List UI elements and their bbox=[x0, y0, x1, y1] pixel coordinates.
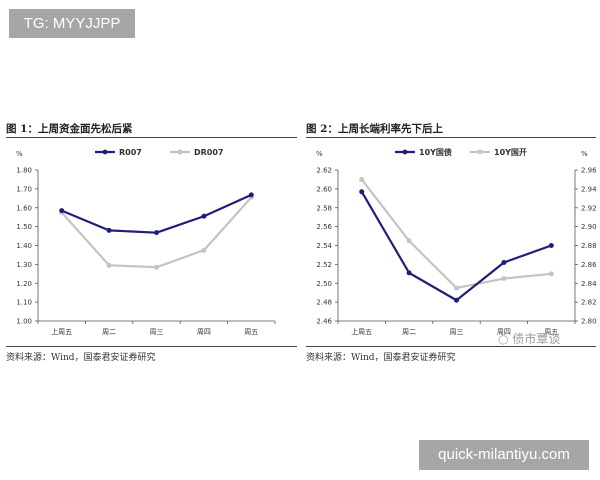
legend-marker-0 bbox=[402, 149, 408, 155]
data-point-1-1 bbox=[406, 238, 412, 244]
y-tick-label: 2.56 bbox=[316, 223, 332, 231]
y-tick-label: 1.80 bbox=[16, 167, 32, 175]
y2-axis-unit: % bbox=[581, 150, 588, 158]
y-tick-label: 1.00 bbox=[16, 318, 32, 326]
data-point-1-1 bbox=[106, 262, 112, 268]
y2-tick-label: 2.80 bbox=[581, 318, 597, 326]
y-tick-label: 1.20 bbox=[16, 280, 32, 288]
y2-tick-label: 2.96 bbox=[581, 167, 597, 175]
data-point-0-4 bbox=[248, 192, 254, 198]
data-point-0-2 bbox=[454, 297, 459, 303]
legend-label-1: 10Y国开 bbox=[494, 147, 527, 157]
y2-tick-label: 2.84 bbox=[581, 280, 597, 288]
chart-2: 2.46 2.48 2.50 2.52 2.54 2.56 2.58 2.60 2.62% 2.8… bbox=[316, 147, 597, 336]
y-tick-label: 2.46 bbox=[316, 318, 332, 326]
data-point-0-0 bbox=[359, 189, 365, 195]
data-point-0-2 bbox=[154, 230, 159, 236]
x-tick-label: 周五 bbox=[544, 328, 558, 336]
legend-label-0: R007 bbox=[119, 148, 142, 157]
y-tick-label: 1.40 bbox=[16, 242, 32, 250]
watermark-logo-text: 债市覃谈 bbox=[512, 332, 561, 346]
legend-marker-1 bbox=[477, 149, 483, 155]
y-tick-label: 2.58 bbox=[316, 204, 332, 212]
x-tick-label: 周三 bbox=[450, 328, 464, 336]
figure2-top-rule bbox=[306, 137, 596, 138]
y-tick-label: 2.60 bbox=[316, 185, 332, 193]
y-tick-label: 2.50 bbox=[316, 280, 332, 288]
y2-tick-label: 2.94 bbox=[581, 185, 597, 193]
x-tick-label: 周三 bbox=[150, 328, 164, 336]
watermark-logo: ○ 债市覃谈 bbox=[498, 330, 560, 347]
data-point-1-2 bbox=[154, 264, 159, 270]
figure2-title: 图 2：上周长端利率先下后上 bbox=[306, 123, 443, 135]
legend-marker-0 bbox=[102, 149, 108, 155]
watermark-bottom: quick-milantiyu.com bbox=[419, 440, 589, 470]
y-tick-label: 2.62 bbox=[316, 167, 332, 175]
figure1-top-rule bbox=[6, 137, 297, 138]
series-line-0 bbox=[360, 191, 552, 302]
figure2-source: 资料来源：Wind，国泰君安证券研究 bbox=[306, 353, 456, 363]
y-tick-label: 1.70 bbox=[16, 185, 32, 193]
data-point-1-3 bbox=[501, 276, 507, 282]
y2-tick-label: 2.86 bbox=[581, 261, 597, 269]
figure2-bottom-rule bbox=[306, 346, 596, 347]
data-point-0-1 bbox=[406, 270, 412, 276]
legend-label-1: DR007 bbox=[194, 148, 224, 157]
y-axis-unit: % bbox=[316, 150, 323, 158]
x-tick-label: 周四 bbox=[197, 328, 211, 336]
y-tick-label: 2.54 bbox=[316, 242, 332, 250]
watermark-top: TG: MYYJJPP bbox=[9, 9, 135, 38]
x-tick-label: 周四 bbox=[497, 328, 511, 336]
data-point-0-3 bbox=[201, 213, 207, 219]
series-line-1 bbox=[360, 178, 552, 290]
y-tick-label: 1.10 bbox=[16, 299, 32, 307]
y2-tick-label: 2.88 bbox=[581, 242, 597, 250]
y2-tick-label: 2.92 bbox=[581, 204, 597, 212]
x-tick-label: 上周五 bbox=[51, 327, 72, 336]
y-tick-label: 2.48 bbox=[316, 299, 332, 307]
x-tick-label: 上周五 bbox=[351, 327, 372, 336]
wechat-icon: ○ bbox=[498, 332, 509, 346]
figure1-bottom-rule bbox=[6, 346, 297, 347]
legend-label-0: 10Y国债 bbox=[419, 147, 452, 157]
legend-marker-1 bbox=[177, 149, 183, 155]
figure1-source: 资料来源：Wind，国泰君安证券研究 bbox=[6, 353, 156, 363]
chart-1: 1.00 1.10 1.20 1.30 1.40 1.50 1.60 1.70 1.80% 上周五… bbox=[16, 148, 276, 336]
data-point-0-1 bbox=[106, 227, 112, 233]
y-tick-label: 1.60 bbox=[16, 204, 32, 212]
data-point-1-0 bbox=[359, 176, 365, 182]
x-tick-label: 周二 bbox=[102, 328, 116, 336]
x-tick-label: 周二 bbox=[402, 328, 416, 336]
y2-tick-label: 2.82 bbox=[581, 299, 597, 307]
data-point-1-2 bbox=[454, 285, 459, 291]
data-point-0-3 bbox=[501, 259, 507, 265]
y-tick-label: 1.50 bbox=[16, 223, 32, 231]
x-tick-label: 周五 bbox=[244, 328, 258, 336]
data-point-0-0 bbox=[59, 208, 65, 214]
series-line-0 bbox=[61, 193, 252, 234]
figure1-title: 图 1：上周资金面先松后紧 bbox=[6, 123, 133, 135]
data-point-1-4 bbox=[548, 271, 554, 277]
y-axis-unit: % bbox=[16, 150, 23, 158]
y-tick-label: 1.30 bbox=[16, 261, 32, 269]
y-tick-label: 2.52 bbox=[316, 261, 332, 269]
y2-tick-label: 2.90 bbox=[581, 223, 597, 231]
data-point-0-4 bbox=[548, 243, 554, 248]
data-point-1-3 bbox=[201, 247, 207, 253]
